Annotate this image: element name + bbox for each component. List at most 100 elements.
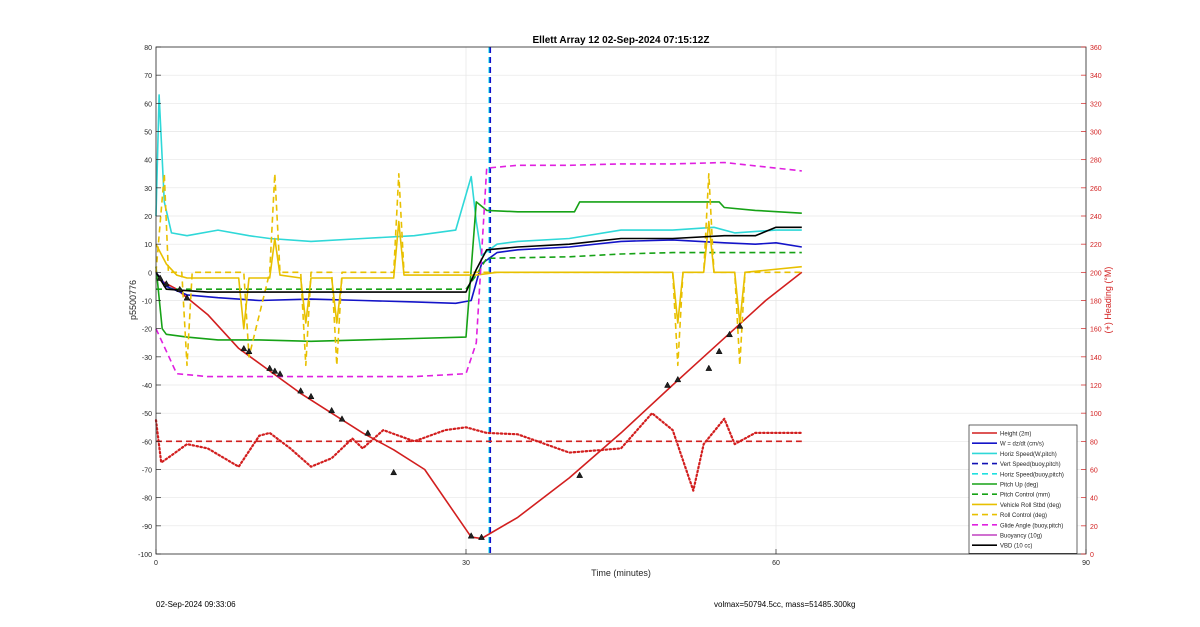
height-marker	[715, 347, 723, 354]
legend-label: Height (2m)	[1000, 432, 1031, 438]
footer-vehicle-info: volmax=50794.5cc, mass=51485.300kg	[714, 600, 856, 609]
y2-tick-label: 140	[1090, 355, 1102, 362]
y-axis-label: p5500776	[128, 280, 138, 320]
y-tick-label: -70	[142, 468, 152, 475]
y-tick-label: -50	[142, 411, 152, 418]
series-line	[154, 412, 803, 492]
y-tick-label: 50	[144, 130, 152, 137]
chart-title: Ellett Array 12 02-Sep-2024 07:15:12Z	[533, 35, 710, 46]
y-tick-label: -60	[142, 439, 152, 446]
height-marker	[307, 392, 315, 400]
height-marker	[266, 364, 274, 371]
y-tick-label: 40	[144, 158, 152, 165]
y-tick-label: 10	[144, 242, 152, 249]
y2-tick-label: 20	[1090, 524, 1098, 531]
legend-label: VBD (10 cc)	[1000, 544, 1032, 550]
height-marker	[162, 280, 170, 287]
y2-tick-label: 280	[1090, 158, 1102, 165]
series-line	[155, 239, 802, 305]
y2-tick-label: 220	[1090, 242, 1102, 249]
vertical-markers	[488, 47, 492, 554]
y2-tick-label: 80	[1090, 439, 1098, 446]
y-tick-label: -10	[142, 299, 152, 306]
legend-label: Pitch Control (mm)	[1000, 493, 1050, 499]
legend-label: Horiz Speed(buoy,pitch)	[1000, 472, 1064, 478]
height-marker	[328, 406, 336, 414]
y2-tick-label: 160	[1090, 327, 1102, 334]
y-tick-label: 0	[148, 270, 152, 277]
height-marker	[364, 429, 372, 436]
legend-label: Vehicle Roll Stbd (deg)	[1000, 503, 1061, 509]
series-line	[155, 161, 802, 378]
legend-box	[968, 424, 1078, 554]
y2-tick-label: 0	[1090, 552, 1094, 559]
y-tick-label: -20	[142, 327, 152, 334]
right-axis-ticks: 3603403203002802602402202001801601401201…	[1081, 45, 1102, 559]
series-layer	[154, 94, 803, 540]
height-marker	[156, 274, 164, 281]
y-tick-label: -100	[138, 552, 152, 559]
height-marker	[726, 330, 733, 338]
x-tick-label: 60	[772, 560, 780, 567]
y2-tick-label: 180	[1090, 299, 1102, 306]
footer-timestamp: 02-Sep-2024 09:33:06	[156, 600, 236, 609]
x-axis-label: Time (minutes)	[591, 568, 651, 578]
y-tick-label: -30	[142, 355, 152, 362]
series-line	[156, 251, 802, 291]
height-marker	[245, 347, 253, 354]
legend: Height (2m) W = dz/dt (cm/s) Horiz Speed(W…	[968, 424, 1078, 554]
y-tick-label: 80	[144, 45, 152, 52]
legend-label: W = dz/dt (cm/s)	[1000, 442, 1044, 448]
height-marker	[674, 375, 682, 383]
height-marker	[705, 364, 713, 371]
height-marker	[478, 533, 485, 540]
y2-tick-label: 300	[1090, 130, 1102, 137]
y-tick-label: 60	[144, 101, 152, 108]
height-marker	[576, 471, 584, 478]
height-marker	[271, 367, 279, 374]
height-marker	[176, 285, 184, 292]
y2-tick-label: 120	[1090, 383, 1102, 390]
legend-label: Glide Angle (buoy,pitch)	[1000, 523, 1063, 529]
legend-label: Buoyancy (10g)	[1000, 534, 1042, 540]
y2-tick-label: 200	[1090, 270, 1102, 277]
y2-tick-label: 260	[1090, 186, 1102, 193]
height-marker	[467, 532, 475, 539]
y-tick-label: 70	[144, 73, 152, 80]
y2-tick-label: 40	[1090, 496, 1098, 503]
x-tick-label: 90	[1082, 560, 1090, 567]
x-axis-ticks: 0 30 60 90	[154, 549, 1090, 567]
y2-tick-label: 100	[1090, 411, 1102, 418]
series-line	[155, 271, 803, 540]
series-line	[155, 201, 802, 343]
y-tick-label: 20	[144, 214, 152, 221]
height-marker	[736, 322, 744, 329]
y2-axis-label: (+) Heading (°M)	[1103, 267, 1113, 334]
height-marker	[240, 344, 248, 352]
y-tick-label: -90	[142, 524, 152, 531]
series-line	[155, 173, 802, 367]
series-line	[155, 226, 802, 293]
x-tick-label: 0	[154, 560, 158, 567]
y2-tick-label: 60	[1090, 468, 1098, 475]
y2-tick-label: 240	[1090, 214, 1102, 221]
height-marker	[276, 370, 284, 377]
height-markers	[156, 274, 744, 540]
legend-label: Vert Speed(buoy,pitch)	[1000, 462, 1061, 468]
height-marker	[664, 381, 671, 388]
series-line	[155, 94, 802, 257]
height-marker	[338, 415, 346, 422]
height-marker	[390, 468, 398, 476]
y-tick-label: -80	[142, 496, 152, 503]
x-tick-label: 30	[462, 560, 470, 567]
left-axis-ticks: 80 70 60 50 40 30 20 10 0 -10 -20 -30 -40 -50 -60 -70 -8…	[138, 45, 161, 559]
y2-tick-label: 360	[1090, 45, 1102, 52]
height-marker	[183, 294, 191, 301]
y2-tick-label: 320	[1090, 101, 1102, 108]
legend-label: Pitch Up (deg)	[1000, 483, 1038, 489]
y2-tick-label: 340	[1090, 73, 1102, 80]
y-tick-label: -40	[142, 383, 152, 390]
legend-label: Horiz Speed(W,pitch)	[1000, 452, 1057, 458]
legend-label: Roll Control (deg)	[1000, 513, 1047, 519]
